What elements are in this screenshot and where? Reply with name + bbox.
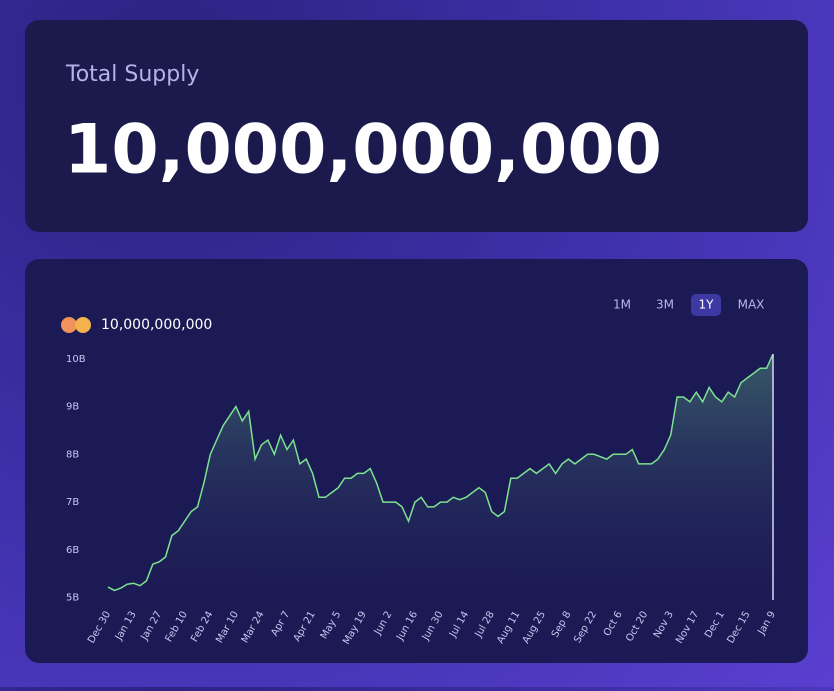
- legend-value: 10,000,000,000: [101, 317, 212, 333]
- y-tick-label: 9B: [66, 402, 79, 413]
- supply-label: Total Supply: [65, 62, 199, 87]
- supply-card: [25, 20, 808, 232]
- range-button-active: [691, 294, 721, 316]
- y-tick-label: 8B: [66, 449, 79, 460]
- y-tick-label: 5B: [66, 593, 79, 604]
- supply-value: 10,000,000,000: [64, 111, 662, 190]
- range-button[interactable]: 1M: [613, 298, 631, 312]
- coin-icon: [75, 317, 91, 333]
- range-button[interactable]: 1Y: [699, 298, 715, 312]
- y-tick-label: 10B: [66, 354, 86, 365]
- y-tick-label: 6B: [66, 545, 79, 556]
- area-fill: [108, 354, 773, 600]
- y-tick-label: 7B: [66, 497, 79, 508]
- line: [107, 353, 774, 592]
- range-button[interactable]: 3M: [656, 298, 674, 312]
- range-button[interactable]: MAX: [738, 298, 765, 312]
- coin-icon: [61, 317, 77, 333]
